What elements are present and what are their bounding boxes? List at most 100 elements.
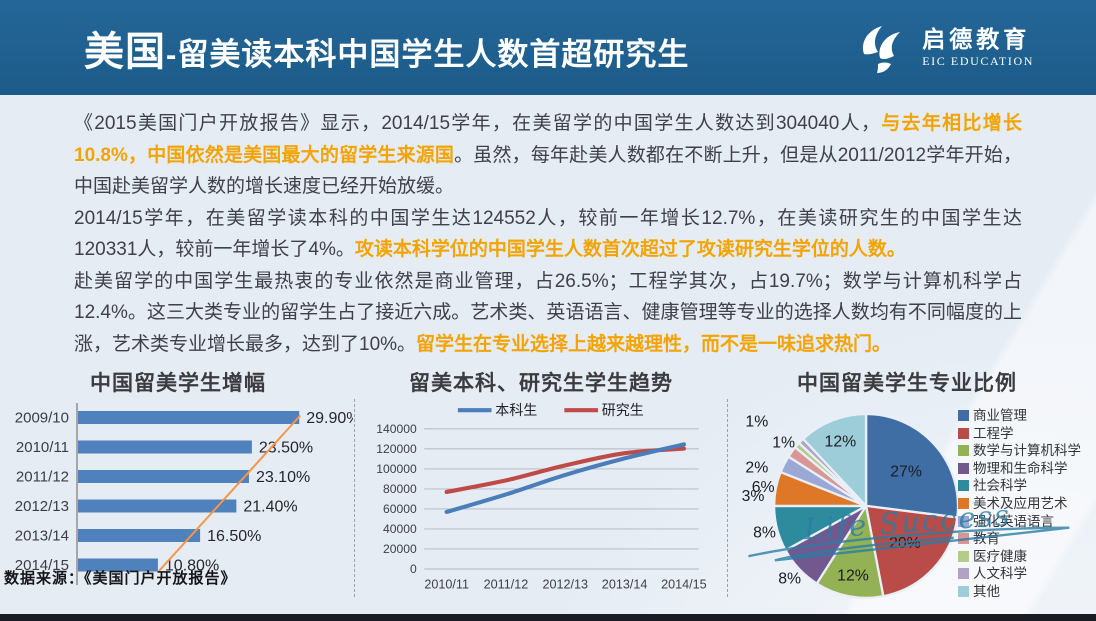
highlighted-text: 攻读本科学位的中国学生人数首次超过了攻读研究生学位的人数。 [354, 239, 906, 260]
legend-label: 工程学 [973, 425, 1014, 441]
legend-swatch [958, 585, 969, 597]
legend-item: 美术及应用艺术 [958, 497, 1086, 510]
page-title-rest: -留美读本科中国学生人数首超研究生 [166, 36, 690, 72]
legend-label: 数学与计算机科学 [973, 443, 1081, 459]
y-tick-label: 100000 [376, 462, 417, 476]
bar [78, 440, 252, 454]
pie-percent-label: 3% [742, 488, 765, 505]
bar-chart-panel: 中国留美学生增幅 2009/10 29.90% 2010/11 23.50% 2011/… [2, 365, 354, 597]
line-chart-panel: 留美本科、研究生学生趋势 0 20000 40000 60000 80000 100000… [355, 365, 727, 597]
pie-percent-label: 12% [825, 434, 857, 451]
pie-percent-label: 2% [745, 459, 768, 476]
legend-label: 其他 [973, 583, 1000, 599]
bar-category-label: 2011/12 [16, 469, 69, 486]
x-tick-label: 2010/11 [424, 578, 469, 592]
y-tick-label: 120000 [376, 442, 417, 456]
chart-title: 中国留美学生专业比例 [797, 372, 1017, 395]
eic-logo-icon [863, 25, 901, 73]
legend-swatch [958, 550, 969, 562]
pie-percent-label: 1% [745, 413, 768, 430]
page-title: 美国-留美读本科中国学生人数首超研究生 [84, 19, 689, 77]
line-chart-svg: 0 20000 40000 60000 80000 100000 120000 140000 2… [376, 402, 707, 592]
logo-name-en: EIC EDUCATION [922, 53, 1034, 68]
legend-swatch [958, 410, 969, 421]
paragraph: 《2015美国门户开放报告》显示，2014/15学年，在美留学的中国学生人数达到… [74, 108, 1022, 203]
bar-value-label: 29.90% [306, 410, 353, 427]
legend-swatch [958, 445, 969, 457]
legend-label: 商业管理 [973, 408, 1027, 423]
pie-legend: 商业管理工程学数学与计算机科学 物理和生命科学 社会科学 美术及应用艺术 强化英语语言教… [958, 409, 1086, 609]
legend-item: 人文科学 [958, 566, 1086, 582]
pie-percent-label: 12% [837, 567, 869, 584]
legend-swatch [958, 480, 969, 492]
legend-swatch [958, 568, 969, 580]
panel-divider [354, 399, 355, 597]
legend-label: 社会科学 [973, 478, 1027, 494]
chart-title: 中国留美学生增幅 [90, 372, 266, 395]
logo-name-cn: 启德教育 [922, 25, 1031, 52]
legend-label: 教育 [973, 531, 1000, 547]
header-bar: 美国-留美读本科中国学生人数首超研究生 启德教育 EIC EDUCATION [0, 0, 1096, 95]
bar-value-label: 10.80% [165, 558, 219, 575]
legend-label: 美术及应用艺术 [973, 495, 1068, 511]
legend-swatch [958, 515, 969, 527]
legend-item: 物理和生命科学 [958, 462, 1086, 475]
bar [78, 411, 300, 424]
legend-item: 其他 [958, 585, 1086, 598]
bar-value-label: 23.50% [259, 440, 313, 457]
pie-chart-svg: 27%20%12%8%8%6%3%2%1%1%12% [742, 412, 958, 599]
legend-swatch [958, 427, 969, 439]
paragraph: 赴美留学的中国学生最热衷的专业依然是商业管理，占26.5%；工程学其次，占19.… [74, 266, 1022, 361]
bar [78, 499, 237, 513]
y-tick-label: 40000 [383, 522, 417, 536]
bar-category-label: 2009/10 [15, 410, 69, 427]
bottom-bar [0, 614, 1096, 621]
bar [78, 529, 201, 542]
bar-chart-svg: 2009/10 29.90% 2010/11 23.50% 2011/12 23.10% 2… [15, 403, 353, 585]
pie-percent-label: 8% [753, 525, 776, 542]
legend-swatch [958, 497, 969, 509]
eic-logo: 启德教育 EIC EDUCATION [858, 20, 1034, 76]
pie-chart-panel: 中国留美学生专业比例 27% 20% 12% 8% 8% 6% 3% 2% 1% 1% 12% 商业… [728, 365, 1086, 599]
pie-percent-label: 8% [778, 570, 801, 587]
x-tick-label: 2011/12 [484, 578, 529, 592]
article-text: 《2015美国门户开放报告》显示，2014/15学年，在美留学的中国学生人数达到… [0, 95, 1096, 360]
page-title-lead: 美国 [84, 29, 166, 74]
pie-percent-label: 1% [772, 435, 795, 452]
x-tick-label: 2014/15 [661, 578, 707, 592]
y-tick-label: 60000 [383, 502, 417, 516]
paragraph: 2014/15学年，在美留学读本科的中国学生达124552人，较前一年增长12.… [74, 203, 1022, 266]
legend-item: 医疗健康 [958, 550, 1086, 563]
pie-percent-label: 27% [890, 463, 922, 480]
series-line [444, 442, 686, 514]
bar [78, 470, 249, 483]
legend-label: 人文科学 [973, 566, 1027, 582]
legend-item: 社会科学 [958, 478, 1086, 494]
bar-category-label: 2012/13 [15, 498, 69, 515]
bar-value-label: 16.50% [207, 528, 261, 545]
y-tick-label: 140000 [376, 422, 417, 436]
pie-percent-label: 20% [889, 535, 921, 552]
legend-item: 教育 [958, 532, 1086, 545]
legend-swatch [958, 533, 969, 545]
x-tick-label: 2012/13 [543, 578, 589, 592]
series-line [444, 446, 686, 494]
bar-value-label: 21.40% [243, 499, 297, 516]
legend-series-label: 本科生 [495, 402, 537, 418]
y-tick-label: 20000 [383, 542, 417, 556]
source-note: 数据来源：《美国门户开放报告》 [4, 570, 237, 587]
legend-label: 强化英语语言 [973, 513, 1054, 529]
legend-item: 数学与计算机科学 [958, 444, 1086, 457]
y-tick-label: 80000 [383, 482, 417, 496]
legend-label: 物理和生命科学 [973, 460, 1068, 476]
highlighted-text: 留学生在专业选择上越来越理性，而不是一味追求热门。 [416, 333, 892, 355]
trend-line [158, 414, 302, 572]
bar-category-label: 2010/11 [16, 439, 69, 456]
x-tick-label: 2013/14 [602, 578, 648, 592]
body-text: 《2015美国门户开放报告》显示，2014/15学年，在美留学的中国学生人数达到… [74, 113, 882, 134]
legend-item: 强化英语语言 [958, 513, 1086, 529]
y-tick-label: 0 [410, 562, 417, 576]
bar [78, 558, 158, 572]
legend-series-label: 研究生 [602, 402, 644, 418]
